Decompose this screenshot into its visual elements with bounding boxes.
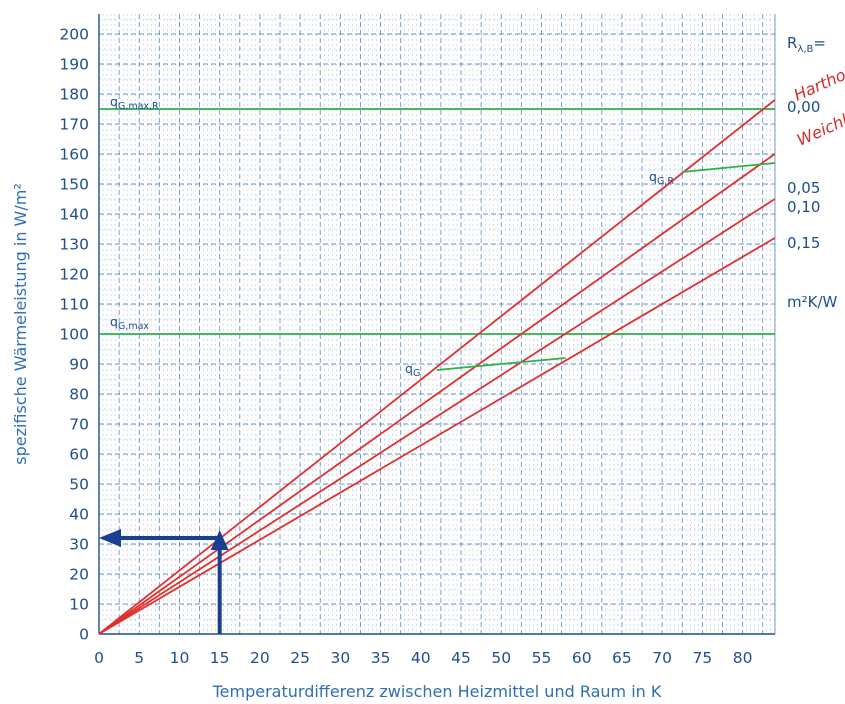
label-qg-main: q — [405, 361, 413, 376]
limit-curve-0 — [682, 162, 775, 173]
x-tick-label-6: 30 — [330, 649, 350, 667]
series-line-3 — [98, 237, 776, 635]
x-tick-label-0: 0 — [94, 649, 104, 667]
label-qg-r: qG,R — [649, 169, 674, 187]
y-tick-label-14: 140 — [59, 206, 89, 224]
legend-title: Rλ,B= — [787, 34, 826, 55]
label-qg-max-r-sub: G,max,R — [118, 101, 159, 112]
legend-value-3: 0,15 — [787, 234, 820, 252]
label-qg-max-sub: G,max — [118, 321, 149, 332]
y-tick-label-0: 0 — [79, 626, 89, 644]
y-tick-label-11: 110 — [59, 296, 89, 314]
x-tick-label-5: 25 — [290, 649, 310, 667]
y-tick-label-8: 80 — [69, 386, 89, 404]
x-tick-label-8: 40 — [411, 649, 431, 667]
arrow-horizontal-head — [99, 529, 121, 547]
grid — [98, 14, 776, 635]
series-line-2 — [98, 198, 776, 635]
label-qg-max-r: qG,max,R — [110, 94, 159, 112]
x-axis-title: Temperaturdifferenz zwischen Heizmittel … — [212, 682, 662, 701]
y-tick-label-3: 30 — [69, 536, 89, 554]
label-qg: qG — [405, 361, 420, 379]
y-tick-label-10: 100 — [59, 326, 89, 344]
limit-curves — [436, 162, 775, 371]
x-tick-label-9: 45 — [451, 649, 471, 667]
x-tick-label-7: 35 — [371, 649, 391, 667]
y-tick-label-7: 70 — [69, 416, 89, 434]
legend-value-0: 0,00 — [787, 98, 820, 116]
y-tick-label-1: 10 — [69, 596, 89, 614]
y-tick-label-16: 160 — [59, 146, 89, 164]
x-tick-label-2: 10 — [170, 649, 190, 667]
y-tick-label-18: 180 — [59, 86, 89, 104]
legend-unit: m²K/W — [787, 293, 838, 311]
y-tick-label-6: 60 — [69, 446, 89, 464]
example-arrows — [99, 529, 229, 634]
label-qg-max-r-main: q — [110, 94, 118, 109]
y-tick-label-17: 170 — [59, 116, 89, 134]
legend-title-sub: λ,B — [797, 44, 813, 55]
x-tick-label-16: 80 — [733, 649, 753, 667]
x-tick-label-11: 55 — [532, 649, 552, 667]
series-line-0 — [98, 99, 776, 635]
y-tick-label-9: 90 — [69, 356, 89, 374]
label-qg-r-sub: G,R — [657, 176, 674, 187]
y-tick-label-5: 50 — [69, 476, 89, 494]
y-tick-label-2: 20 — [69, 566, 89, 584]
x-tick-label-12: 60 — [572, 649, 592, 667]
y-tick-label-15: 150 — [59, 176, 89, 194]
legend-title-suffix: = — [813, 34, 826, 52]
x-tick-label-15: 75 — [693, 649, 713, 667]
y-tick-label-19: 190 — [59, 56, 89, 74]
y-tick-label-4: 40 — [69, 506, 89, 524]
legend-value-1: 0,05 — [787, 179, 820, 197]
label-qg-max-main: q — [110, 314, 118, 329]
x-tick-label-14: 70 — [652, 649, 672, 667]
label-qg-sub: G — [413, 368, 420, 379]
y-axis-title: spezifische Wärmeleistung in W/m² — [11, 183, 30, 465]
x-tick-label-13: 65 — [612, 649, 632, 667]
x-tick-label-4: 20 — [250, 649, 270, 667]
series-lines — [98, 99, 776, 635]
label-qg-max: qG,max — [110, 314, 149, 332]
x-tick-label-1: 5 — [134, 649, 144, 667]
series-line-1 — [98, 153, 776, 635]
y-tick-label-20: 200 — [59, 26, 89, 44]
limit-lines — [99, 108, 775, 335]
x-tick-label-3: 15 — [210, 649, 230, 667]
x-tick-label-10: 50 — [491, 649, 511, 667]
limit-curve-1 — [436, 357, 566, 371]
y-tick-label-13: 130 — [59, 236, 89, 254]
label-qg-r-main: q — [649, 169, 657, 184]
legend-title-main: R — [787, 34, 797, 52]
tick-labels: 0 5 10 15 20 25 30 35 40 45 50 55 60 65 70 75 80 0 10 20 30 4… — [59, 26, 752, 668]
legend-value-2: 0,10 — [787, 198, 820, 216]
y-tick-label-12: 120 — [59, 266, 89, 284]
